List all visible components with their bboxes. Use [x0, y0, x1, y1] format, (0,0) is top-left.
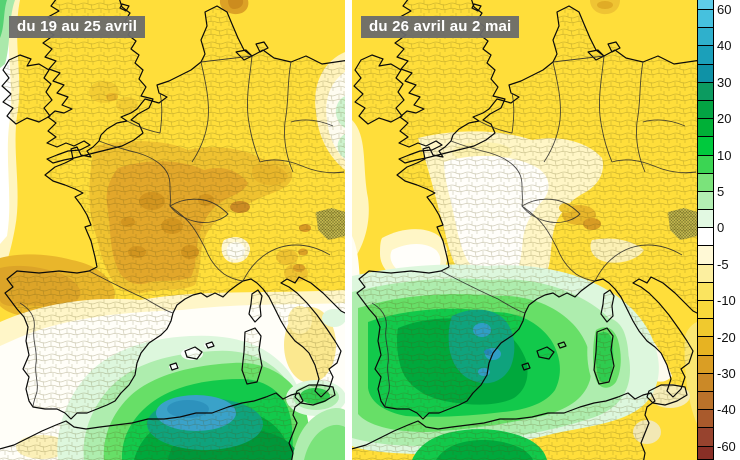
colorbar-segment-11 [698, 191, 713, 211]
colorbar-segment-17 [698, 301, 713, 320]
colorbar-segment-12 [698, 210, 713, 229]
colorbar-segment-4 [698, 64, 713, 83]
colorbar-segment-14 [698, 246, 713, 265]
colorbar-segment-8 [698, 137, 713, 156]
colorbar-label--60: -60 [717, 439, 736, 454]
colorbar-segment-3 [698, 46, 713, 65]
colorbar-segment-23 [698, 410, 713, 429]
colorbar-segment-5 [698, 82, 713, 101]
colorbar-segment-13 [698, 228, 713, 247]
map-panel-week1: du 19 au 25 avril [0, 0, 345, 460]
colorbar-segment-9 [698, 155, 713, 174]
colorbar-segment-18 [698, 319, 713, 338]
colorbar-segment-10 [698, 173, 713, 192]
colorbar-label-0: 0 [717, 220, 725, 235]
colorbar-segment-21 [698, 373, 713, 392]
colorbar-segment-2 [698, 28, 713, 47]
colorbar-segment-0 [698, 0, 713, 10]
colorbar-segment-6 [698, 100, 713, 120]
colorbar-label-10: 10 [717, 148, 732, 163]
colorbar-segment-15 [698, 264, 713, 283]
colorbar-label--10: -10 [717, 293, 736, 308]
colorbar-label-60: 60 [717, 2, 732, 17]
colorbar-label-5: 5 [717, 184, 725, 199]
period-label-week2: du 26 avril au 2 mai [361, 16, 520, 38]
colorbar-segment-24 [698, 428, 713, 447]
colorbar-label--40: -40 [717, 402, 736, 417]
anomaly-map-week1 [0, 0, 345, 460]
colorbar-segment-22 [698, 391, 713, 411]
colorbar-label--20: -20 [717, 330, 736, 345]
colorbar-label-40: 40 [717, 38, 732, 53]
colorbar-label--5: -5 [717, 257, 729, 272]
colorbar-segment-19 [698, 337, 713, 356]
colorbar-segment-1 [698, 10, 713, 29]
map-panel-week2: du 26 avril au 2 mai [352, 0, 697, 460]
colorbar-segment-25 [698, 446, 713, 460]
colorbar-label-30: 30 [717, 75, 732, 90]
colorbar-segment-16 [698, 282, 713, 301]
colorbar-label--30: -30 [717, 366, 736, 381]
color-scale-labels: 60 40 30 20 10 5 0 -5 -10 -20 -30 -40 -60 [717, 0, 740, 460]
colorbar-segment-20 [698, 355, 713, 374]
period-label-week1: du 19 au 25 avril [9, 16, 146, 38]
color-scale-bar [697, 0, 714, 460]
colorbar-segment-7 [698, 119, 713, 138]
anomaly-map-week2 [352, 0, 697, 460]
colorbar-label-20: 20 [717, 111, 732, 126]
